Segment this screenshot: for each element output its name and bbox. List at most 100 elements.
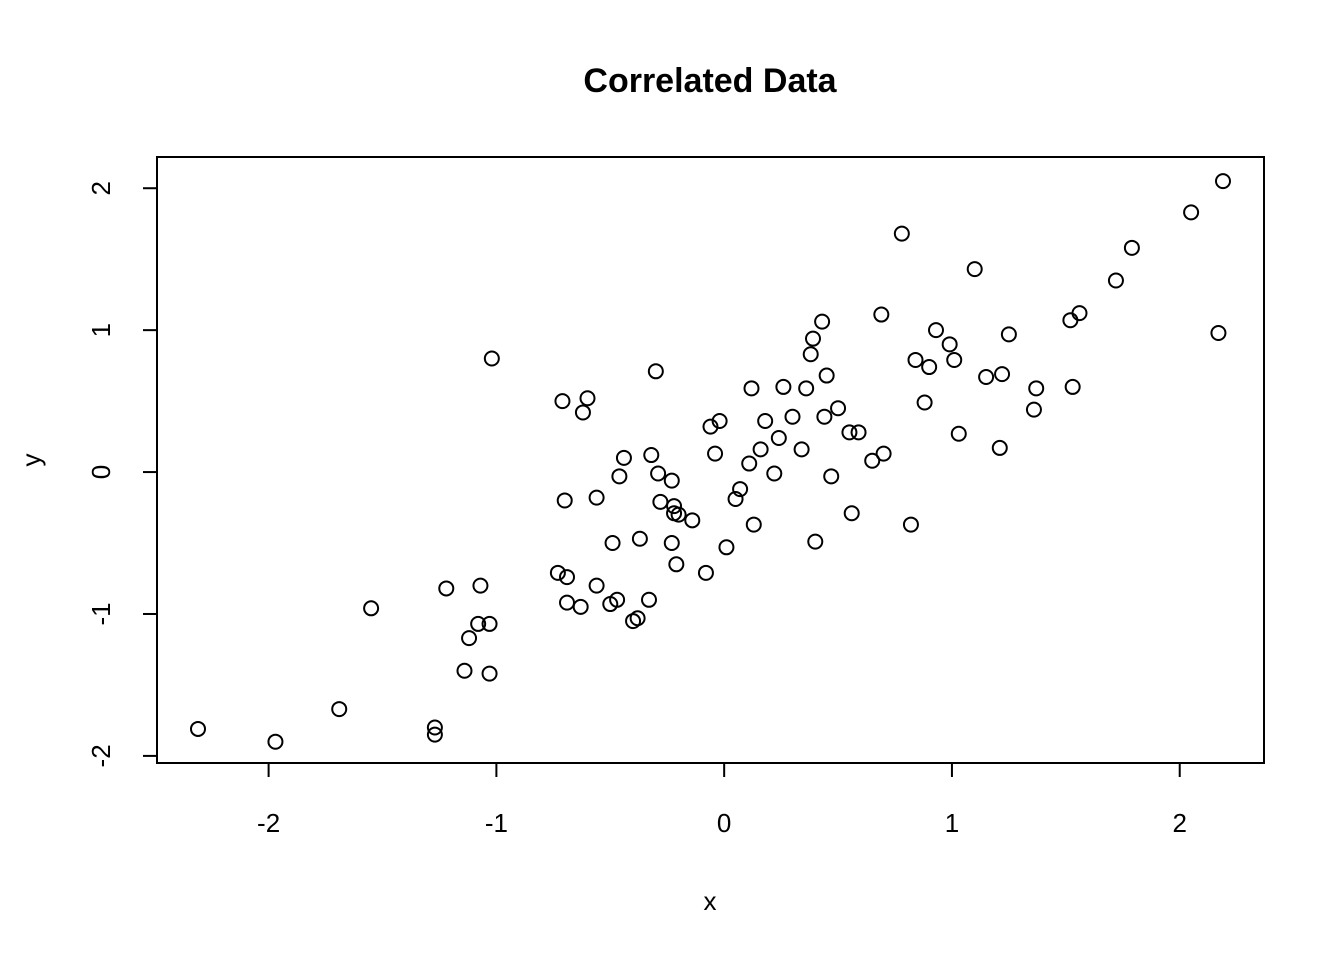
- y-tick-label: 2: [86, 181, 116, 195]
- data-point: [641, 591, 657, 608]
- data-point: [588, 489, 605, 506]
- data-point: [991, 439, 1008, 456]
- data-point: [572, 598, 589, 615]
- y-axis: -2 -1 0 1 2: [86, 181, 158, 767]
- data-point: [978, 368, 995, 385]
- data-point: [807, 533, 824, 550]
- data-point: [850, 424, 867, 441]
- data-point: [556, 492, 573, 509]
- data-point: [893, 225, 910, 242]
- data-point: [843, 505, 860, 522]
- data-point: [1210, 324, 1227, 341]
- data-point: [921, 359, 938, 376]
- x-tick-label: -1: [485, 808, 508, 838]
- data-point: [609, 591, 626, 608]
- data-point: [1107, 272, 1124, 289]
- data-point: [745, 516, 762, 533]
- x-tick-label: 2: [1172, 808, 1186, 838]
- data-point: [668, 556, 685, 573]
- data-point: [559, 569, 575, 586]
- data-point: [461, 630, 478, 647]
- data-point: [775, 378, 792, 395]
- data-point: [554, 393, 571, 410]
- y-tick-label: 1: [86, 323, 116, 337]
- data-point: [643, 447, 660, 464]
- data-point: [1028, 380, 1045, 397]
- data-point: [802, 346, 819, 363]
- data-point: [647, 363, 664, 380]
- data-point: [770, 430, 787, 447]
- data-point: [950, 425, 967, 442]
- x-tick-label: 0: [717, 808, 731, 838]
- y-axis-label: y: [16, 454, 46, 467]
- chart-title: Correlated Data: [583, 62, 837, 100]
- data-point: [190, 720, 206, 737]
- data-point: [666, 498, 683, 515]
- data-point: [663, 472, 680, 489]
- data-point: [1000, 326, 1017, 343]
- data-point: [483, 350, 500, 367]
- data-point: [966, 261, 983, 278]
- data-point: [928, 322, 944, 339]
- data-point: [481, 615, 498, 632]
- data-point: [784, 408, 801, 425]
- data-point: [707, 445, 724, 462]
- data-point: [741, 455, 758, 472]
- data-point: [1215, 173, 1231, 190]
- data-point: [798, 380, 815, 397]
- data-point: [818, 367, 835, 384]
- data-points: [190, 173, 1231, 750]
- x-axis: -2 -1 0 1 2: [257, 762, 1187, 838]
- data-point: [438, 580, 455, 597]
- data-point: [816, 408, 833, 425]
- x-tick-label: -2: [257, 808, 280, 838]
- data-point: [472, 577, 489, 594]
- data-point: [652, 493, 669, 510]
- data-point: [946, 351, 963, 368]
- data-point: [711, 412, 728, 429]
- y-tick-label: -2: [86, 744, 116, 767]
- data-point: [663, 535, 680, 552]
- data-point: [907, 351, 924, 368]
- data-point: [588, 577, 605, 594]
- data-point: [732, 481, 749, 498]
- x-tick-label: 1: [945, 808, 959, 838]
- data-point: [481, 665, 498, 682]
- data-point: [757, 412, 774, 429]
- data-point: [456, 662, 473, 679]
- x-axis-label: x: [704, 886, 717, 916]
- data-point: [331, 701, 348, 718]
- data-point: [426, 726, 443, 743]
- data-point: [670, 506, 687, 523]
- data-point: [426, 719, 443, 736]
- data-point: [830, 400, 847, 417]
- data-point: [875, 445, 892, 462]
- data-point: [611, 468, 628, 485]
- data-point: [916, 394, 933, 411]
- y-tick-label: -1: [86, 602, 116, 625]
- data-point: [823, 468, 840, 485]
- data-point: [727, 491, 744, 508]
- y-tick-label: 0: [86, 465, 116, 479]
- data-point: [752, 441, 769, 458]
- data-point: [864, 452, 881, 469]
- data-point: [1064, 378, 1081, 395]
- data-point: [604, 535, 621, 552]
- data-point: [363, 600, 380, 617]
- data-point: [267, 733, 284, 750]
- data-point: [793, 441, 810, 458]
- data-point: [941, 336, 958, 353]
- data-point: [766, 465, 783, 482]
- data-point: [574, 404, 591, 421]
- data-point: [559, 594, 575, 611]
- data-point: [841, 424, 858, 441]
- data-point: [718, 539, 735, 556]
- data-point: [1025, 401, 1042, 418]
- data-point: [631, 530, 648, 547]
- data-point: [549, 564, 566, 581]
- data-point: [684, 512, 701, 529]
- data-point: [615, 449, 632, 466]
- data-point: [697, 564, 714, 581]
- data-point: [994, 366, 1011, 383]
